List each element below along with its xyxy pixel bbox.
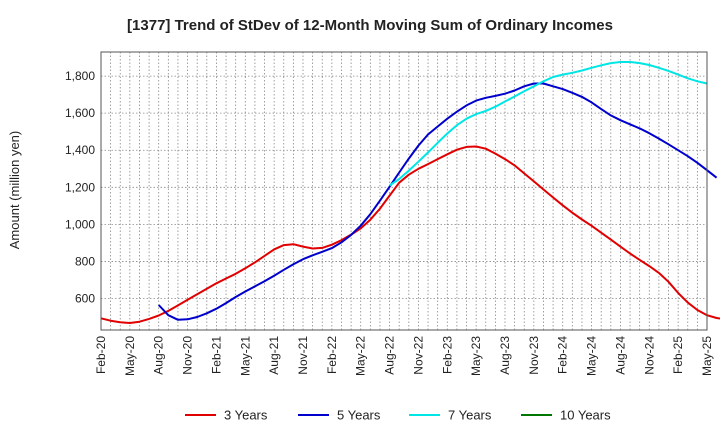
x-tick-label: Aug-24 xyxy=(613,336,627,375)
x-tick-label: Aug-22 xyxy=(383,336,397,375)
x-tick-label: May-20 xyxy=(123,336,137,376)
legend-label: 5 Years xyxy=(337,408,381,423)
x-tick-label: Aug-20 xyxy=(152,336,166,375)
y-tick-label: 800 xyxy=(75,254,95,268)
y-tick-label: 600 xyxy=(75,291,95,305)
x-tick-label: May-24 xyxy=(585,336,599,376)
x-tick-label: Nov-22 xyxy=(411,336,425,375)
legend-label: 7 Years xyxy=(448,408,492,423)
y-axis-ticks: 600 800 1,000 1,200 1,400 1,600 1,800 xyxy=(65,69,95,305)
plot-frame xyxy=(100,51,708,331)
y-tick-label: 1,000 xyxy=(65,217,95,231)
x-tick-label: Feb-23 xyxy=(440,336,454,374)
x-tick-label: May-21 xyxy=(238,336,252,376)
y-tick-label: 1,600 xyxy=(65,106,95,120)
y-tick-label: 1,800 xyxy=(65,69,95,83)
x-tick-label: Aug-23 xyxy=(498,336,512,375)
x-tick-label: Feb-21 xyxy=(209,336,223,374)
series-line-5-years xyxy=(157,82,718,321)
x-tick-label: Feb-25 xyxy=(671,336,685,374)
y-axis-label: Amount (million yen) xyxy=(7,131,22,250)
grid xyxy=(101,52,707,330)
y-tick-label: 1,400 xyxy=(65,143,95,157)
x-tick-label: Feb-22 xyxy=(325,336,339,374)
x-tick-label: Nov-24 xyxy=(642,336,656,375)
x-axis-ticks: Feb-20 May-20 Aug-20 Nov-20 Feb-21 May-21 Aug-… xyxy=(94,336,714,376)
x-tick-label: Feb-24 xyxy=(556,336,570,374)
x-tick-label: Feb-20 xyxy=(94,336,108,374)
x-tick-label: Aug-21 xyxy=(267,336,281,375)
series-line-7-years xyxy=(389,61,708,187)
x-tick-label: May-22 xyxy=(354,336,368,376)
y-tick-label: 1,200 xyxy=(65,180,95,194)
legend: 3 Years 5 Years 7 Years 10 Years xyxy=(185,408,611,423)
x-tick-label: Nov-21 xyxy=(296,336,310,375)
chart-title: [1377] Trend of StDev of 12-Month Moving… xyxy=(127,17,613,34)
x-tick-label: Nov-23 xyxy=(527,336,541,375)
series-line-3-years xyxy=(100,145,720,324)
x-tick-label: May-23 xyxy=(469,336,483,376)
x-tick-label: May-25 xyxy=(700,336,714,376)
legend-label: 10 Years xyxy=(560,408,611,423)
x-tick-label: Nov-20 xyxy=(181,336,195,375)
series-lines xyxy=(100,61,720,324)
legend-label: 3 Years xyxy=(224,408,268,423)
